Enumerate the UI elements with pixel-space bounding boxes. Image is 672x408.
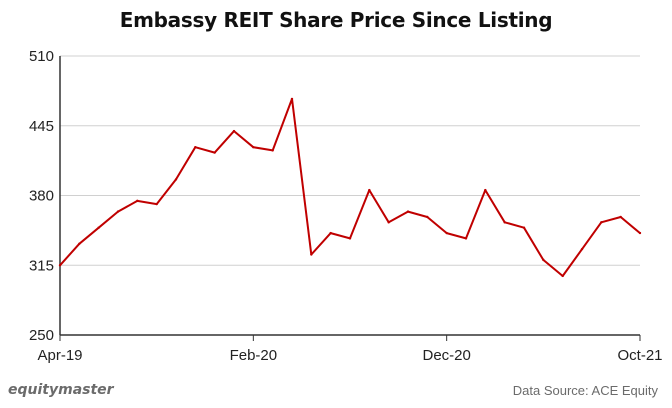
data-point [213, 151, 216, 154]
x-tick-label: Dec-20 [422, 347, 470, 364]
data-point [78, 242, 81, 245]
brand-logo: equitymaster [8, 382, 114, 398]
data-point [484, 188, 487, 192]
y-axis: 250 315 380 445 510 [29, 48, 61, 344]
data-point [426, 215, 429, 219]
x-tick-label: Oct-21 [617, 347, 662, 364]
data-point [600, 221, 603, 224]
data-point [464, 237, 468, 240]
data-point [503, 221, 506, 224]
data-point [116, 210, 120, 213]
data-point [174, 178, 178, 181]
data-point [445, 231, 448, 235]
data-point [155, 202, 158, 206]
data-point [580, 247, 584, 251]
x-axis: Apr-19 Feb-20 Dec-20 Oct-21 [37, 335, 663, 364]
y-tick-label: 315 [29, 257, 54, 274]
data-point [542, 258, 545, 262]
data-point [97, 226, 100, 229]
data-point [387, 221, 390, 224]
data-point [522, 226, 526, 229]
y-tick-label: 250 [29, 327, 54, 344]
data-point [136, 199, 139, 203]
data-point [290, 97, 294, 101]
gridlines [60, 55, 640, 336]
data-source-note: Data Source: ACE Equity [512, 383, 658, 398]
data-point [329, 231, 332, 235]
data-point [271, 149, 274, 152]
data-point [561, 274, 564, 278]
data-point [406, 210, 410, 213]
data-point [232, 129, 236, 133]
data-point [310, 253, 313, 256]
y-tick-label: 510 [29, 48, 54, 65]
data-point [348, 237, 352, 240]
data-point [252, 146, 255, 149]
data-point [638, 231, 642, 235]
y-tick-label: 445 [29, 118, 54, 135]
data-point [368, 188, 371, 192]
x-tick-label: Apr-19 [37, 347, 82, 364]
series-group [58, 97, 642, 278]
y-tick-label: 380 [29, 188, 54, 205]
data-point [619, 215, 622, 219]
data-point [194, 146, 197, 149]
data-point [58, 264, 62, 267]
chart-title: Embassy REIT Share Price Since Listing [119, 8, 553, 32]
x-tick-label: Feb-20 [230, 347, 278, 364]
